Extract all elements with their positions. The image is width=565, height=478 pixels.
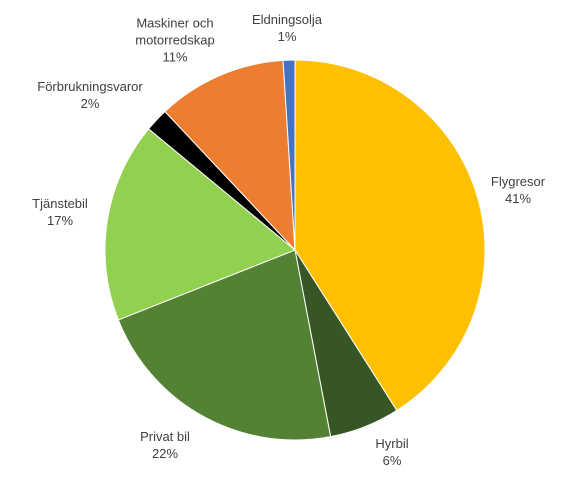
pie-slice [104, 128, 296, 321]
category-label: Flygresor [490, 174, 546, 189]
category-label: Tjänstebil [32, 196, 88, 211]
value-label: 17% [46, 213, 74, 228]
slice-label: Flygresor 41% [478, 173, 558, 207]
value-label: 22% [151, 446, 179, 461]
value-label: 41% [504, 191, 532, 206]
pie-slice [282, 59, 296, 251]
slice-label: Förbrukningsvaror 2% [25, 78, 155, 112]
slice-label: Eldningsolja 1% [242, 11, 332, 45]
value-label: 2% [80, 96, 100, 111]
category-label: Privat bil [140, 429, 190, 444]
slice-label: Privat bil 22% [125, 428, 205, 462]
pie-slice [294, 59, 486, 412]
slice-label: Hyrbil 6% [362, 435, 422, 469]
value-label: 11% [162, 49, 188, 65]
pie-slice [117, 249, 332, 441]
category-label: Förbrukningsvaror [37, 79, 143, 94]
category-label: Maskiner och motorredskap [135, 15, 215, 48]
category-label: Hyrbil [375, 436, 409, 451]
value-label: 6% [382, 453, 402, 468]
pie-slice [164, 59, 296, 252]
slice-label: Maskiner och motorredskap 11% [120, 15, 230, 66]
category-label: Eldningsolja [251, 12, 323, 27]
value-label: 1% [277, 29, 297, 44]
slice-label: Tjänstebil 17% [15, 195, 105, 229]
